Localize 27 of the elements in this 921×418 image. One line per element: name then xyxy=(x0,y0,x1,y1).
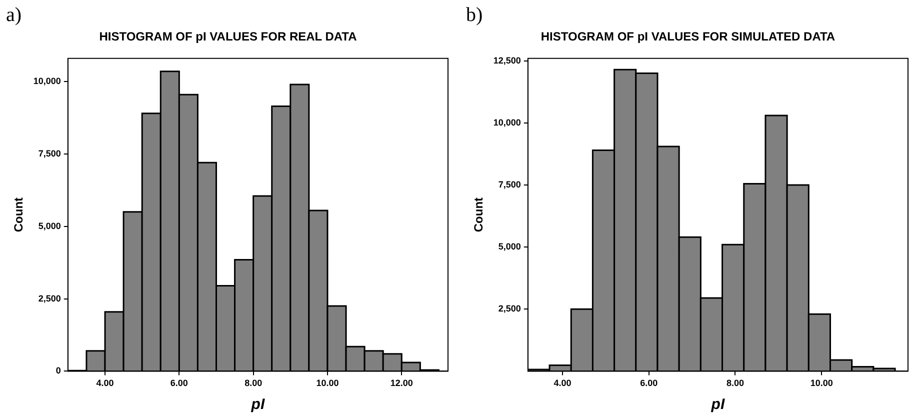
y-tick-label: 2,500 xyxy=(498,304,521,314)
x-axis-title: pI xyxy=(250,396,266,414)
y-tick-label: 7,500 xyxy=(498,179,521,190)
x-tick-label: 8.00 xyxy=(726,378,744,388)
text: a) xyxy=(6,4,22,27)
y-tick-label: 10,000 xyxy=(493,117,521,128)
x-tick-label: 8.00 xyxy=(244,378,262,388)
x-tick-label: 12.00 xyxy=(390,378,413,388)
y-tick-label: 10,000 xyxy=(33,76,61,86)
x-tick-label: 6.00 xyxy=(170,378,188,388)
y-tick-label: 5,000 xyxy=(498,242,521,252)
y-tick-label: 2,500 xyxy=(38,293,61,304)
y-tick-label: 12,500 xyxy=(493,55,521,66)
y-tick-label: 0 xyxy=(56,366,61,376)
x-tick-label: 10.00 xyxy=(810,378,833,388)
y-tick-label: 7,500 xyxy=(38,148,61,158)
y-axis-title: Count xyxy=(472,197,486,232)
x-tick-label: 4.00 xyxy=(96,378,114,388)
x-axis-title: pI xyxy=(710,396,726,414)
chart-title: HISTOGRAM OF pI VALUES FOR REAL DATA xyxy=(99,30,358,44)
chart-title: HISTOGRAM OF pI VALUES FOR SIMULATED DATA xyxy=(540,30,836,44)
x-tick-label: 6.00 xyxy=(640,378,658,388)
x-tick-label: 4.00 xyxy=(554,378,572,388)
x-tick-label: 10.00 xyxy=(316,378,339,388)
y-tick-label: 5,000 xyxy=(38,220,61,231)
y-axis-title: Count xyxy=(12,197,26,232)
text: b) xyxy=(466,4,483,27)
